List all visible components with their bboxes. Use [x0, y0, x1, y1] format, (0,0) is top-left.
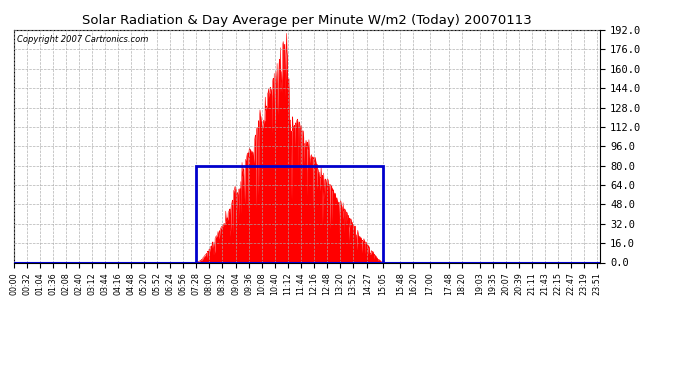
Title: Solar Radiation & Day Average per Minute W/m2 (Today) 20070113: Solar Radiation & Day Average per Minute…	[82, 15, 532, 27]
Text: Copyright 2007 Cartronics.com: Copyright 2007 Cartronics.com	[17, 34, 148, 44]
Bar	[197, 166, 383, 262]
